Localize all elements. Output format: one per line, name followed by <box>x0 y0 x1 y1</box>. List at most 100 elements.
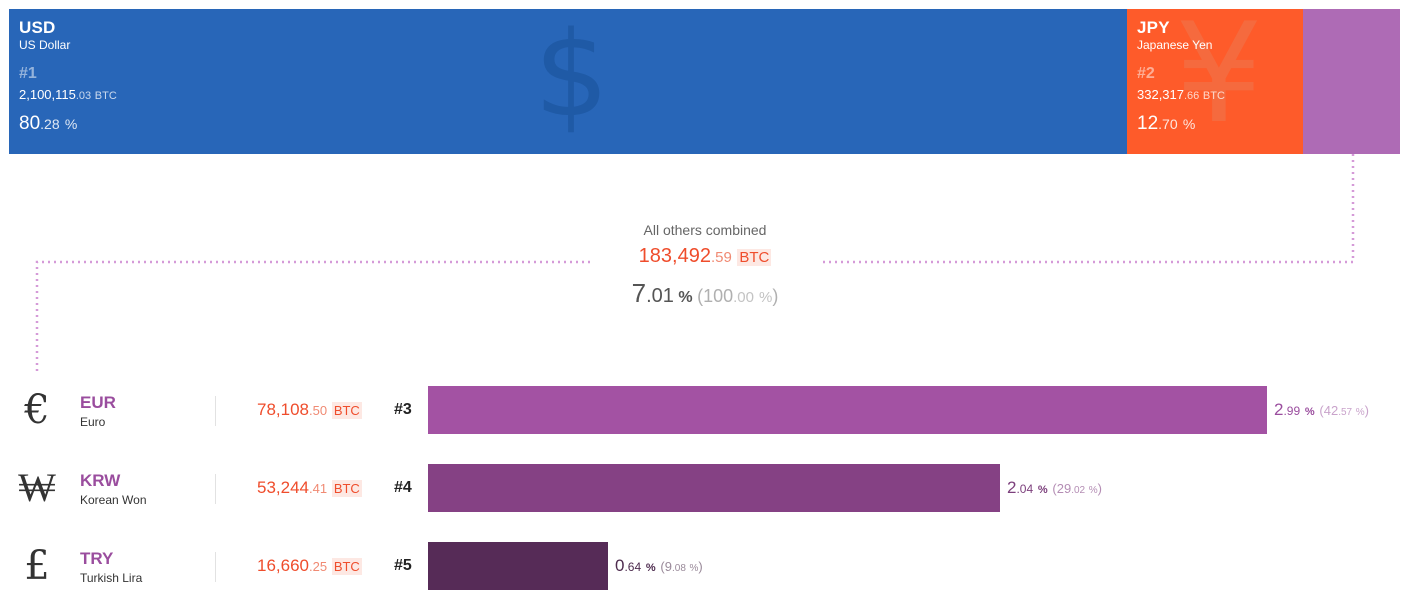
row-pct-dec: .64 <box>624 560 642 574</box>
others-label: All others combined <box>643 222 767 238</box>
tile-amount-int: 2,100,115 <box>19 87 76 102</box>
row-share-open: ( <box>1052 481 1057 496</box>
row-share-sym: % <box>689 563 699 574</box>
row-rank: #3 <box>394 401 412 418</box>
row-share-int: 9 <box>664 559 672 574</box>
row-bar[interactable] <box>428 386 1267 434</box>
row-name: Euro <box>80 415 106 429</box>
treemap-tile-jpy[interactable]: ¥ JPY Japanese Yen #2 332,317.66 BTC 12.70 % <box>1127 9 1303 154</box>
row-share-dec: .02 <box>1071 485 1086 496</box>
row-pct-int: 2 <box>1274 400 1284 419</box>
tile-amount-dec: .66 <box>1184 90 1200 102</box>
row-share-of-others: (29.02 %) <box>1052 481 1102 496</box>
others-total-open: ( <box>697 286 704 306</box>
row-amount-dec: .50 <box>309 403 328 418</box>
usd-currency-icon: $ <box>534 9 610 143</box>
tile-code: USD <box>19 18 56 37</box>
connector-left <box>35 260 590 372</box>
treemap-strip: $ USD US Dollar #1 2,100,115.03 BTC 80.28 % ¥ J… <box>9 9 1400 154</box>
tile-amount-int: 332,317 <box>1137 87 1184 102</box>
row-amount-int: 53,244 <box>257 478 309 497</box>
row-amount-int: 78,108 <box>257 400 309 419</box>
connector-right <box>820 154 1355 264</box>
row-share-close: ) <box>1364 403 1369 418</box>
tile-code: JPY <box>1137 18 1170 37</box>
row-share-int: 29 <box>1056 481 1072 496</box>
row-divider <box>215 552 216 582</box>
tile-pct-sym: % <box>64 116 78 132</box>
row-pct-int: 2 <box>1007 478 1017 497</box>
currency-row-krw[interactable]: ₩ KRW Korean Won 53,244.41 BTC #4 2.04 % (29.… <box>0 464 1417 512</box>
row-share-sym: % <box>1355 407 1365 418</box>
currency-row-try[interactable]: £ TRY Turkish Lira 16,660.25 BTC #5 0.64 % (9… <box>0 542 1417 590</box>
others-total-sym: % <box>759 289 773 306</box>
row-percent: 0.64 % (9.08 %) <box>615 556 703 579</box>
treemap-tile-usd[interactable]: $ USD US Dollar #1 2,100,115.03 BTC 80.28 % <box>9 9 1127 154</box>
row-code: EUR <box>80 393 116 412</box>
others-pct-int: 7 <box>631 278 647 308</box>
tile-pct-dec: .28 <box>40 116 60 132</box>
row-share-sym: % <box>1088 485 1098 496</box>
row-share-open: ( <box>1319 403 1324 418</box>
tile-rank: #2 <box>1137 65 1155 82</box>
krw-currency-icon: ₩ <box>18 465 56 511</box>
others-total: (100.00 %) <box>697 286 778 306</box>
row-divider <box>215 396 216 426</box>
row-name: Turkish Lira <box>80 571 143 585</box>
others-percent: 7.01 % (100.00 %) <box>592 278 818 313</box>
row-code: KRW <box>80 471 121 490</box>
row-amount-unit: BTC <box>331 480 362 497</box>
tile-percent: 12.70 % <box>1137 114 1225 134</box>
row-name: Korean Won <box>80 493 147 507</box>
row-amount-unit: BTC <box>331 558 362 575</box>
row-divider <box>215 474 216 504</box>
row-share-dec: .57 <box>1338 407 1353 418</box>
row-pct-int: 0 <box>615 556 625 575</box>
others-amount-dec: .59 <box>710 249 732 266</box>
tile-pct-int: 12 <box>1137 113 1159 134</box>
others-pct-sym: % <box>678 289 693 306</box>
row-share-close: ) <box>698 559 703 574</box>
tile-pct-sym: % <box>1182 116 1196 132</box>
tile-amount: 2,100,115.03 BTC <box>19 87 117 104</box>
row-amount-dec: .41 <box>309 481 328 496</box>
row-amount-int: 16,660 <box>257 556 309 575</box>
tile-amount-unit: BTC <box>1202 90 1225 102</box>
others-pct-dec: .01 <box>646 285 674 307</box>
row-pct-sym: % <box>1304 406 1315 418</box>
tile-amount: 332,317.66 BTC <box>1137 87 1225 104</box>
row-percent: 2.99 % (42.57 %) <box>1274 400 1369 423</box>
row-pct-sym: % <box>645 562 656 574</box>
others-total-dec: .00 <box>733 289 754 306</box>
others-total-close: ) <box>772 286 779 306</box>
others-summary: All others combined 183,492.59 BTC 7.01 … <box>592 220 818 313</box>
tile-amount-unit: BTC <box>94 90 117 102</box>
row-bar[interactable] <box>428 464 1000 512</box>
tile-info: JPY Japanese Yen #2 332,317.66 BTC 12.70 % <box>1137 19 1225 134</box>
row-rank: #5 <box>394 557 412 574</box>
row-bar[interactable] <box>428 542 608 590</box>
treemap-tile-others[interactable] <box>1303 9 1400 154</box>
row-percent: 2.04 % (29.02 %) <box>1007 478 1102 501</box>
currency-row-eur[interactable]: € EUR Euro 78,108.50 BTC #3 2.99 % (42.57 %) <box>0 386 1417 434</box>
tile-pct-dec: .70 <box>1158 116 1178 132</box>
row-code: TRY <box>80 549 114 568</box>
row-amount: 78,108.50 BTC <box>257 400 362 421</box>
row-share-open: ( <box>660 559 665 574</box>
tile-name: Japanese Yen <box>1137 38 1213 52</box>
row-share-of-others: (42.57 %) <box>1319 403 1369 418</box>
tile-amount-dec: .03 <box>75 90 92 102</box>
tile-info: USD US Dollar #1 2,100,115.03 BTC 80.28 % <box>19 19 117 134</box>
row-amount-unit: BTC <box>331 402 362 419</box>
row-rank: #4 <box>394 479 412 496</box>
others-amount: 183,492.59 BTC <box>592 242 818 272</box>
row-share-of-others: (9.08 %) <box>660 559 702 574</box>
eur-currency-icon: € <box>24 387 50 433</box>
row-amount: 53,244.41 BTC <box>257 478 362 499</box>
others-amount-int: 183,492 <box>638 245 711 267</box>
row-amount: 16,660.25 BTC <box>257 556 362 577</box>
try-currency-icon: £ <box>24 543 50 589</box>
row-share-dec: .08 <box>671 563 686 574</box>
row-amount-dec: .25 <box>309 559 328 574</box>
others-total-int: 100 <box>703 286 734 306</box>
